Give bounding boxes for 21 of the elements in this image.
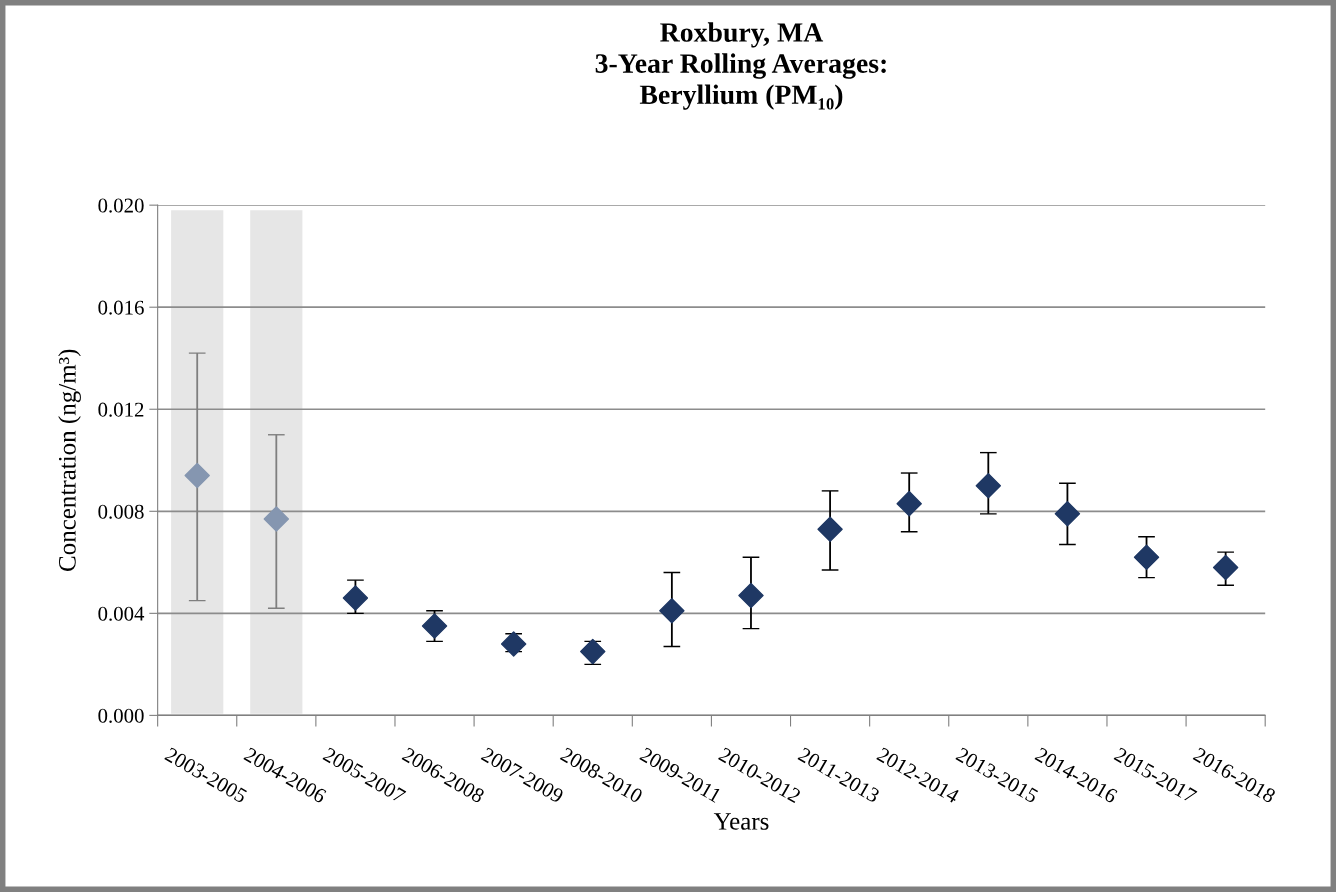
- point: [1212, 554, 1239, 581]
- point: [184, 462, 210, 489]
- y-tick-label: 0.004: [98, 606, 145, 621]
- point: [1054, 501, 1081, 527]
- point: [263, 506, 290, 532]
- point: [342, 585, 369, 611]
- point: [421, 613, 448, 639]
- point: [738, 582, 764, 609]
- point: [975, 473, 1002, 499]
- y-tick-label: 0.012: [98, 402, 144, 417]
- point: [817, 516, 843, 542]
- point: [659, 598, 685, 624]
- y-tick-label: 0.008: [98, 504, 144, 519]
- y-axis-title: Concentration (ng/m³): [58, 349, 81, 571]
- point: [1133, 544, 1160, 570]
- point: [896, 490, 922, 517]
- x-axis-title: Years: [713, 813, 769, 830]
- chart-title: Roxbury, MA 3-Year Rolling Averages: Beryllium (PM₁₀): [595, 22, 886, 110]
- y-tick-label: 0.000: [98, 708, 144, 723]
- y-tick-label: 0.020: [98, 198, 144, 213]
- y-tick-label: 0.016: [98, 300, 144, 315]
